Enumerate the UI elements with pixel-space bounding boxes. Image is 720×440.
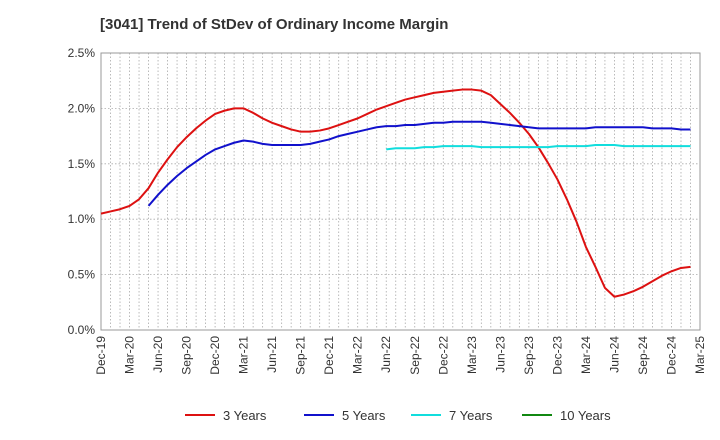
x-tick-label: Mar-22	[351, 336, 365, 374]
x-tick-label: Dec-23	[550, 336, 564, 375]
x-tick-label: Dec-24	[664, 336, 678, 375]
series-line-7-years	[386, 143, 691, 151]
x-tick-label: Dec-20	[208, 336, 222, 375]
x-tick-label: Dec-21	[322, 336, 336, 375]
y-tick-label: 1.0%	[68, 212, 96, 226]
x-axis: Dec-19 Mar-20 Jun-20 Sep-20 Dec-20 Mar-21 Jun-…	[94, 336, 707, 375]
x-tick-label: Sep-23	[522, 336, 536, 375]
y-tick-label: 0.5%	[68, 268, 96, 282]
series-line-5-years	[147, 120, 691, 207]
y-tick-label: 2.5%	[68, 46, 96, 60]
legend-label-5-years: 5 Years	[342, 408, 386, 423]
x-tick-label: Mar-21	[237, 336, 251, 374]
y-axis: 0.0% 0.5% 1.0% 1.5% 2.0% 2.5%	[68, 46, 96, 337]
x-tick-label: Sep-24	[636, 336, 650, 375]
x-tick-label: Jun-22	[379, 336, 393, 373]
x-tick-label: Mar-24	[579, 336, 593, 374]
legend-label-10-years: 10 Years	[560, 408, 611, 423]
x-tick-label: Sep-21	[294, 336, 308, 375]
x-tick-label: Mar-25	[693, 336, 707, 374]
x-tick-label: Sep-20	[180, 336, 194, 375]
x-tick-label: Jun-21	[265, 336, 279, 373]
x-tick-label: Sep-22	[408, 336, 422, 375]
legend-label-7-years: 7 Years	[449, 408, 493, 423]
plot-area	[100, 52, 701, 331]
grid	[101, 53, 700, 330]
x-tick-label: Jun-23	[493, 336, 507, 373]
x-tick-label: Jun-24	[607, 336, 621, 373]
series-lines	[100, 88, 691, 298]
y-tick-label: 2.0%	[68, 101, 96, 115]
legend-label-3-years: 3 Years	[223, 408, 267, 423]
x-tick-label: Dec-22	[436, 336, 450, 375]
chart-title: [3041] Trend of StDev of Ordinary Income…	[100, 16, 449, 33]
x-tick-label: Mar-23	[465, 336, 479, 374]
x-tick-label: Dec-19	[94, 336, 108, 375]
series-line-3-years	[100, 88, 691, 298]
x-tick-label: Mar-20	[123, 336, 137, 374]
y-tick-label: 1.5%	[68, 157, 96, 171]
y-tick-label: 0.0%	[68, 323, 96, 337]
x-tick-label: Jun-20	[151, 336, 165, 373]
legend: 3 Years 5 Years 7 Years 10 Years	[185, 408, 611, 423]
